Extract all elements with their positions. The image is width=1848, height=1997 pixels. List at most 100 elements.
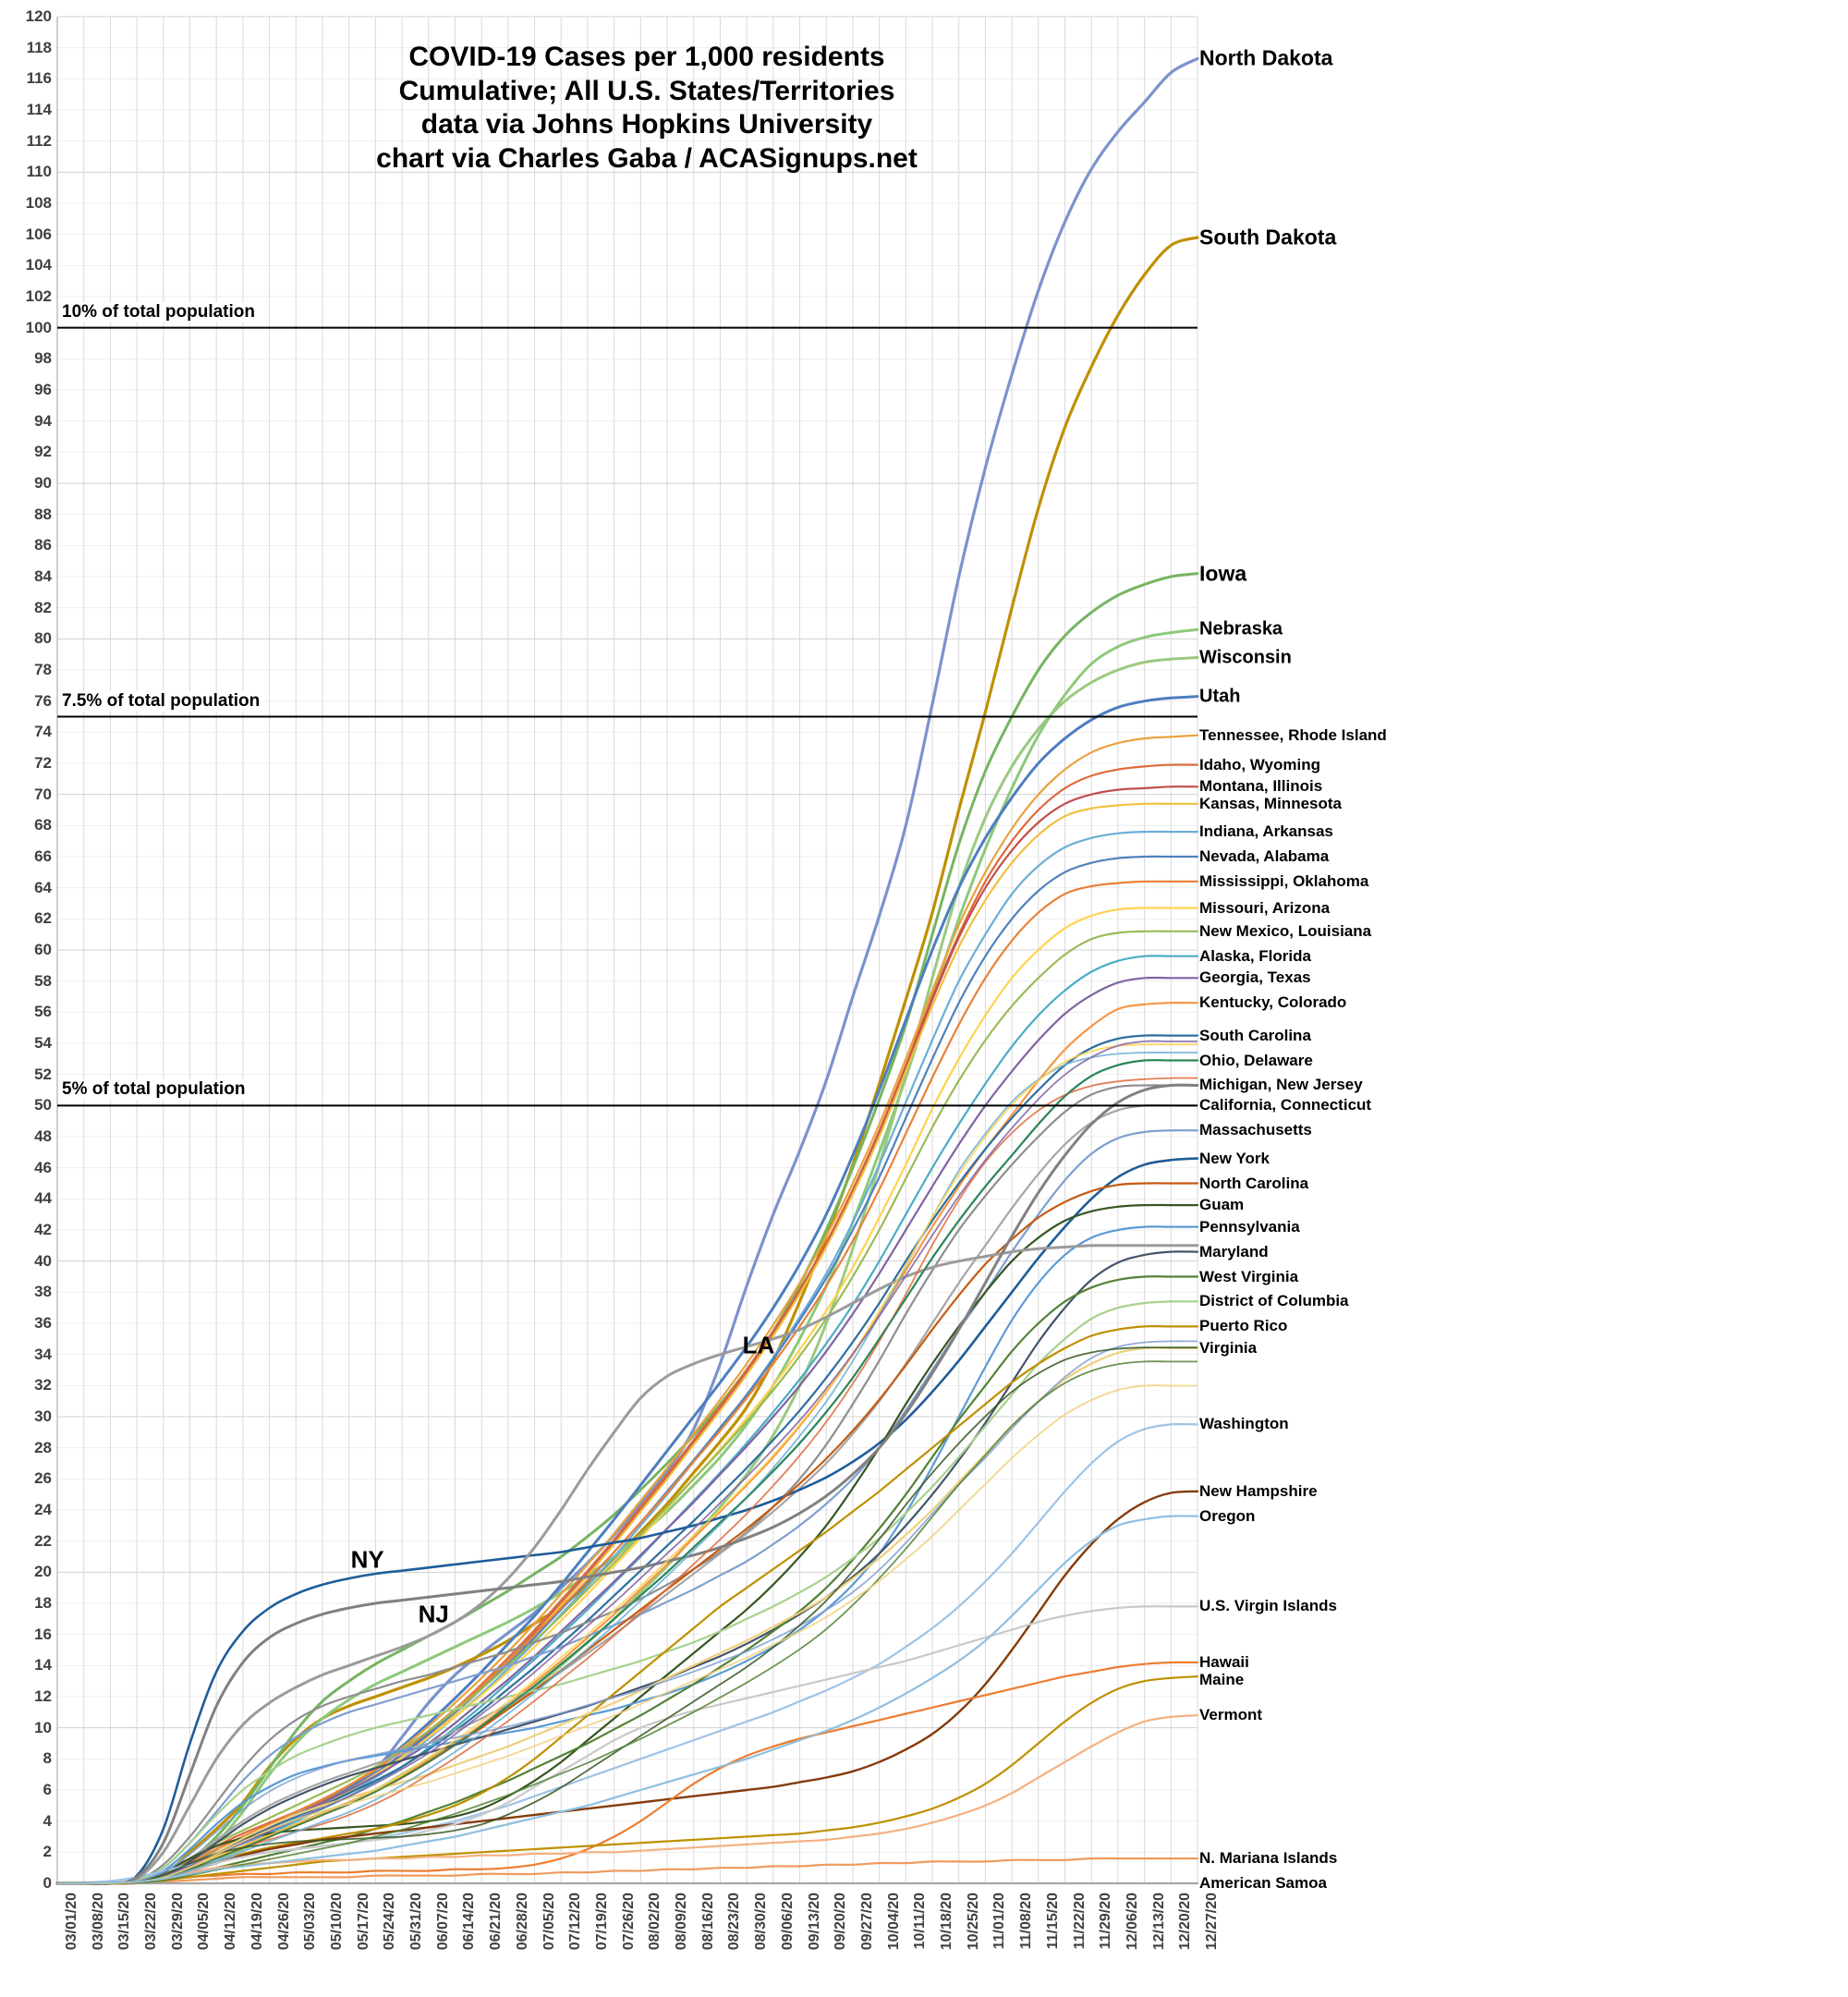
series-label: Ohio, Delaware [1199,1051,1313,1069]
y-axis-tick: 22 [34,1531,52,1550]
y-axis-tick: 6 [43,1781,52,1798]
y-axis-tick: 48 [34,1127,52,1145]
series-line [55,930,1199,1885]
series-label-column: North Dakota South Dakota Iowa Nebraska Wisc… [1199,0,1846,1997]
x-axis-tick: 12/20/20 [1177,1893,1194,1951]
x-axis-tick: 03/22/20 [143,1893,160,1951]
series-line [57,1340,1198,1885]
y-axis-tick: 86 [34,536,52,554]
y-axis-tick: 114 [26,101,52,118]
y-axis-tick: 36 [34,1314,52,1332]
inline-series-label: LA [742,1331,775,1359]
series-line [55,236,1199,1885]
x-axis-tick: 07/12/20 [567,1893,584,1951]
y-axis-tick: 24 [34,1501,52,1518]
x-axis-tick: 11/29/20 [1098,1893,1114,1950]
y-axis-tick: 70 [34,785,52,803]
series-label: Utah [1199,686,1241,707]
y-axis-tick: 30 [34,1407,52,1425]
y-axis-tick: 96 [34,381,52,398]
series-line [57,1052,1198,1884]
x-axis-tick: 05/10/20 [328,1893,345,1951]
series-line [57,1360,1198,1884]
x-axis-tick: 06/14/20 [461,1893,478,1951]
series-line [55,1244,1199,1885]
x-axis-tick: 05/24/20 [382,1893,398,1951]
y-axis-tick: 38 [34,1283,52,1301]
y-axis-tick: 56 [34,1003,52,1021]
y-axis-tick: 78 [34,661,52,678]
series-label: Vermont [1199,1706,1263,1724]
y-axis-tick: 34 [34,1345,52,1363]
x-axis-tick: 04/12/20 [223,1893,239,1951]
series-line [57,1043,1198,1884]
y-axis-tick: 52 [34,1065,52,1083]
x-axis-tick: 07/19/20 [593,1893,610,1951]
threshold-label: 7.5% of total population [59,690,263,712]
y-axis-tick: 104 [25,256,52,274]
y-axis: 0 2 4 6 8 10 12 14 16 18 20 22 24 26 28 30 32 34 36 38 40 42 4… [0,7,52,1892]
x-axis-tick: 05/17/20 [355,1893,371,1951]
series-line [55,1857,1199,1885]
x-axis-tick: 03/08/20 [90,1893,106,1951]
series-label: Virginia [1199,1338,1258,1357]
series-line [55,1275,1199,1885]
y-axis-tick: 26 [34,1469,52,1488]
x-axis-tick: 11/01/20 [991,1893,1008,1950]
threshold-lines [57,326,1198,1107]
y-axis-tick: 68 [34,816,52,834]
y-axis-tick: 108 [25,194,52,212]
series-label: South Carolina [1199,1026,1311,1044]
series-label: Mississippi, Oklahoma [1199,871,1369,890]
y-axis-tick: 120 [25,7,52,25]
series-label: Idaho, Wyoming [1199,755,1320,773]
x-axis-tick: 05/31/20 [408,1893,425,1951]
y-axis-tick: 92 [34,443,52,461]
x-axis-tick: 03/29/20 [169,1893,186,1951]
series-label: North Dakota [1199,45,1333,70]
x-axis-tick: 04/19/20 [249,1893,265,1951]
y-axis-tick: 12 [34,1687,52,1705]
y-axis-tick: 94 [34,411,52,430]
series-line [55,1225,1199,1885]
series-line [55,763,1199,1885]
series-line [57,1384,1198,1885]
y-axis-tick: 42 [34,1221,52,1238]
series-line [55,572,1199,1885]
series-label: South Dakota [1199,225,1337,250]
series-line [55,1250,1199,1885]
x-axis-tick: 09/13/20 [806,1893,822,1951]
y-axis-tick: 88 [34,505,52,523]
y-axis-tick: 102 [25,287,52,305]
series-label: District of Columbia [1199,1292,1349,1310]
series-line [55,1157,1199,1885]
x-axis-tick: 03/15/20 [116,1893,133,1951]
series-line [55,1325,1199,1885]
series-label: New Hampshire [1199,1481,1318,1500]
series-label: Nebraska [1199,618,1283,639]
chart-title-line: data via Johns Hopkins University [420,109,873,140]
x-axis-tick: 09/20/20 [833,1893,849,1951]
series-line [55,1300,1199,1885]
y-axis-tick: 80 [34,629,52,648]
y-axis-tick: 116 [26,69,52,88]
x-axis-tick: 10/11/20 [912,1893,929,1950]
series-label: Puerto Rico [1199,1317,1288,1335]
chart-title-line: Cumulative; All U.S. States/Territories [398,75,895,106]
x-axis-tick: 07/05/20 [541,1893,557,1951]
x-axis-tick: 11/15/20 [1044,1893,1061,1950]
series-label: Hawaii [1199,1652,1249,1671]
series-line [56,1515,1198,1884]
x-axis-tick: 06/07/20 [434,1893,451,1951]
series-lines [55,56,1199,1885]
y-axis-tick: 60 [34,941,52,958]
y-axis-tick: 4 [43,1811,52,1830]
series-line [55,1675,1199,1885]
y-axis-tick: 10 [34,1718,52,1736]
y-axis-tick: 28 [34,1438,52,1456]
series-line [55,1605,1199,1885]
chart-title-line: chart via Charles Gaba / ACASignups.net [376,142,918,174]
y-axis-tick: 64 [34,878,52,896]
series-label: Oregon [1199,1506,1256,1525]
